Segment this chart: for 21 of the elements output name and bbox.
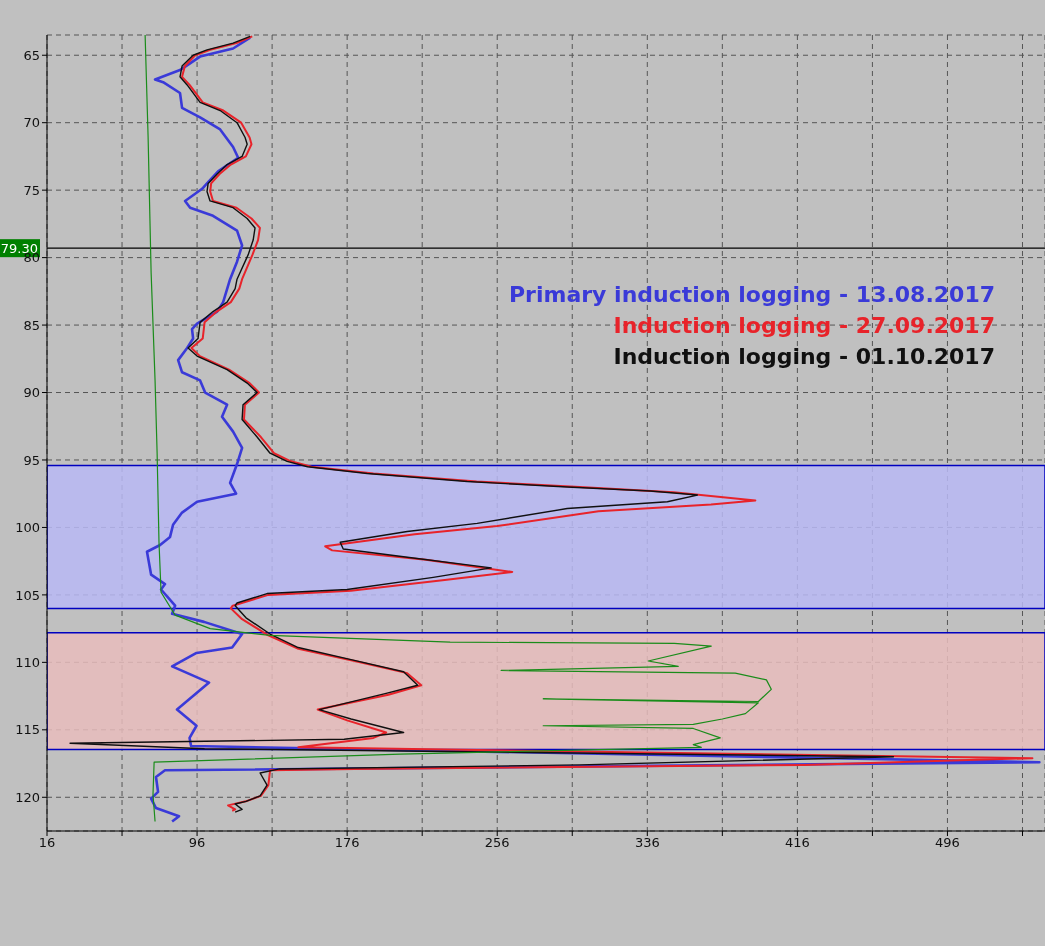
x-tick-label: 96 bbox=[188, 835, 206, 851]
x-tick-label: 336 bbox=[634, 835, 660, 851]
y-tick-label: 105 bbox=[15, 587, 40, 603]
y-tick-label: 110 bbox=[15, 654, 40, 670]
text: Induction logging - 27.09.2017 bbox=[613, 313, 995, 338]
y-tick-label: 70 bbox=[23, 115, 40, 131]
text: Primary induction logging - 13.08.2017 bbox=[508, 282, 995, 307]
y-tick-label: 120 bbox=[15, 789, 40, 805]
y-tick-label: 100 bbox=[15, 520, 40, 536]
y-tick-label: 85 bbox=[23, 317, 40, 333]
x-tick-label: 16 bbox=[38, 835, 56, 851]
text: Induction logging - 01.10.2017 bbox=[613, 344, 995, 369]
y-tick-label: 65 bbox=[23, 47, 40, 63]
y-tick-label: 95 bbox=[23, 452, 40, 468]
x-tick-label: 256 bbox=[484, 835, 510, 851]
y-tick-label: 115 bbox=[15, 722, 40, 738]
y-tick-label: 90 bbox=[23, 385, 40, 401]
x-tick-label: 496 bbox=[935, 835, 960, 851]
x-tick-label: 416 bbox=[784, 835, 810, 851]
y-tick-label: 75 bbox=[23, 182, 40, 198]
x-tick-label: 176 bbox=[334, 835, 360, 851]
